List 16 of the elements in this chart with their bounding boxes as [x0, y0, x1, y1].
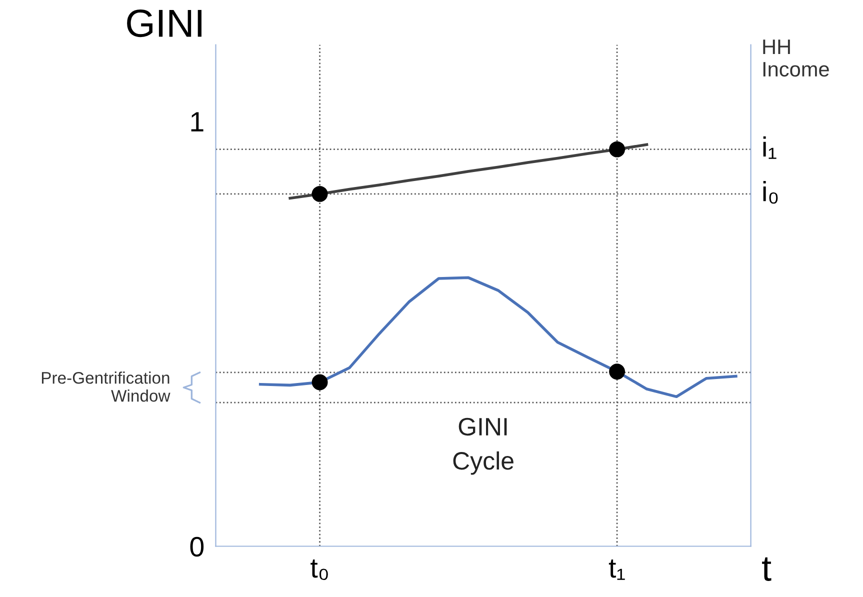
ref-line-label: i₀: [763, 180, 778, 204]
line-series: [258, 276, 738, 398]
y2-axis-title: HH Income: [763, 40, 829, 77]
annotation: GINI Cycle: [453, 418, 514, 475]
y-axis-title: GINI: [127, 10, 202, 38]
point: [609, 141, 626, 158]
ref-line-label: i₁: [763, 136, 776, 159]
x-axis-title: t: [762, 557, 772, 581]
text: Pre-Gentrification Window: [42, 372, 170, 402]
point: [609, 364, 626, 380]
y-tick-label: 0: [190, 536, 204, 557]
y-tick-label: 1: [191, 112, 204, 132]
x-tick-label: t₀: [310, 560, 328, 580]
point: [312, 186, 328, 202]
point: [312, 374, 328, 390]
x-tick-label: t₁: [608, 560, 625, 580]
